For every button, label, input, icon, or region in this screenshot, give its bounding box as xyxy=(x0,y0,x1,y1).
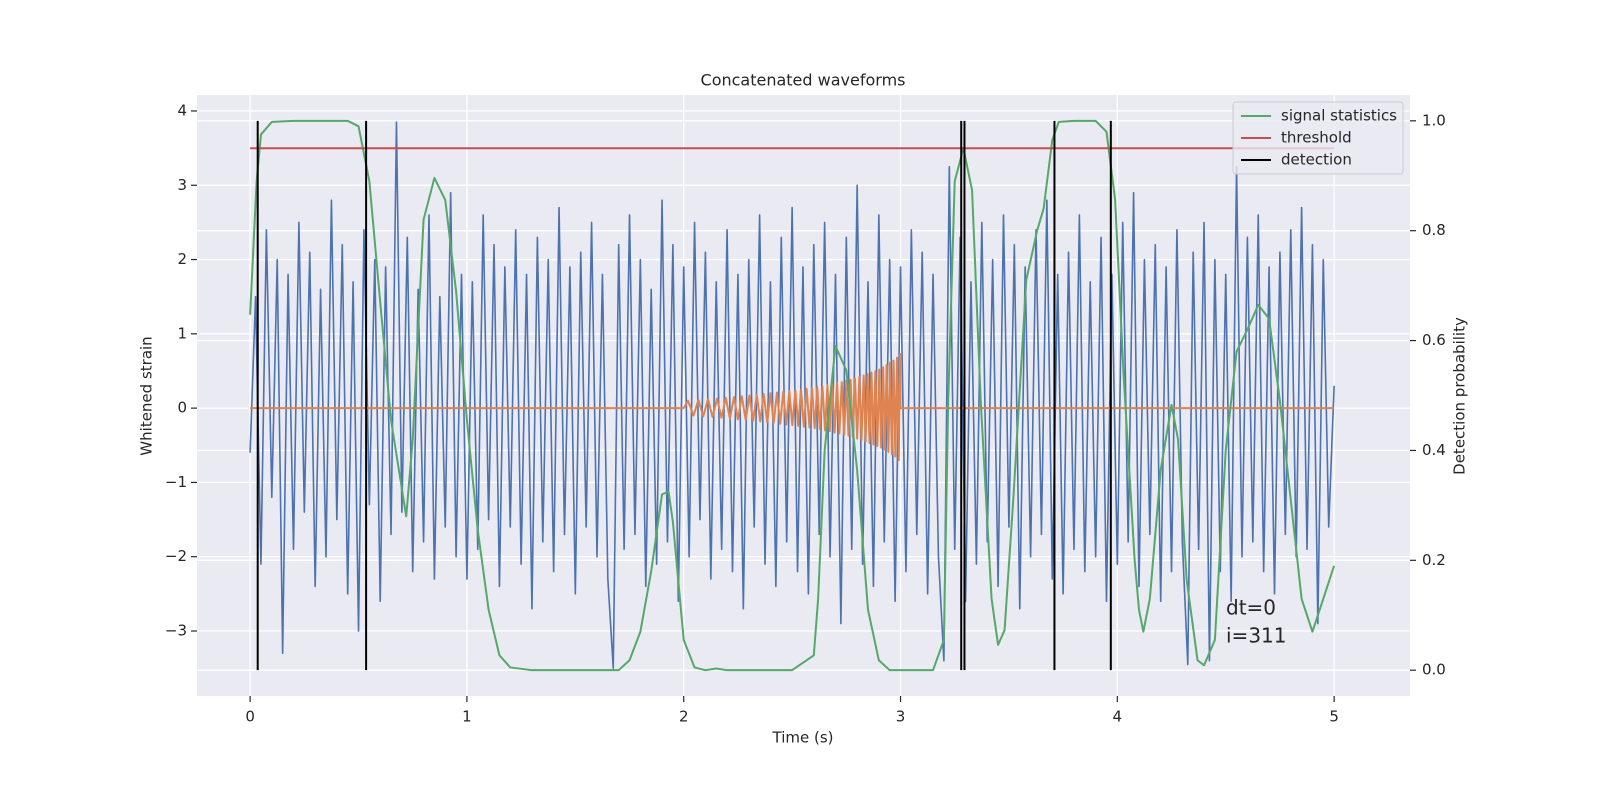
annotation: dt=0 xyxy=(1226,596,1276,620)
axes: 0 1 2 3 4 5 −3 −2 −1 0 1 2 3 4 0.0 0.2 0.4 0.6 0.8 1.0 xyxy=(165,101,1446,725)
series-line xyxy=(250,352,1335,462)
y-axis-label: Whitened strain xyxy=(138,336,156,455)
chart-title: Concatenated waveforms xyxy=(701,71,906,90)
marks xyxy=(249,119,1336,672)
y-tick-label: 3 xyxy=(177,176,187,194)
y-tick-label: 1 xyxy=(177,324,187,342)
y2-tick-label: 0.4 xyxy=(1422,441,1446,459)
y2-tick-label: 0.6 xyxy=(1422,331,1446,349)
x-tick-label: 0 xyxy=(245,708,255,726)
y2-tick-label: 0.0 xyxy=(1422,661,1446,679)
y-tick-label: −2 xyxy=(165,547,187,565)
x-axis-label: Time (s) xyxy=(772,729,834,747)
y-tick-label: 4 xyxy=(177,101,187,119)
y2-axis-label: Detection probability xyxy=(1451,317,1469,475)
series-line xyxy=(249,119,1336,672)
x-tick-label: 3 xyxy=(896,708,906,726)
y-tick-label: −3 xyxy=(165,621,187,639)
legend: signal statistics threshold detection xyxy=(1232,101,1404,175)
legend-label: signal statistics xyxy=(1281,107,1397,125)
y-tick-label: −1 xyxy=(165,473,187,491)
x-tick-label: 1 xyxy=(462,708,472,726)
y-tick-label: 2 xyxy=(177,250,187,268)
legend-label: detection xyxy=(1281,151,1352,169)
y2-tick-label: 0.8 xyxy=(1422,221,1446,239)
x-tick-label: 5 xyxy=(1329,708,1339,726)
annotation: i=311 xyxy=(1226,624,1287,648)
legend-box xyxy=(1232,101,1404,175)
x-tick-label: 2 xyxy=(679,708,689,726)
legend-label: threshold xyxy=(1281,129,1352,147)
y2-tick-label: 1.0 xyxy=(1422,111,1446,129)
x-tick-label: 4 xyxy=(1113,708,1123,726)
y2-tick-label: 0.2 xyxy=(1422,551,1446,569)
series-line xyxy=(249,121,1335,669)
plot-area xyxy=(197,95,1410,696)
y-tick-label: 0 xyxy=(177,399,187,417)
